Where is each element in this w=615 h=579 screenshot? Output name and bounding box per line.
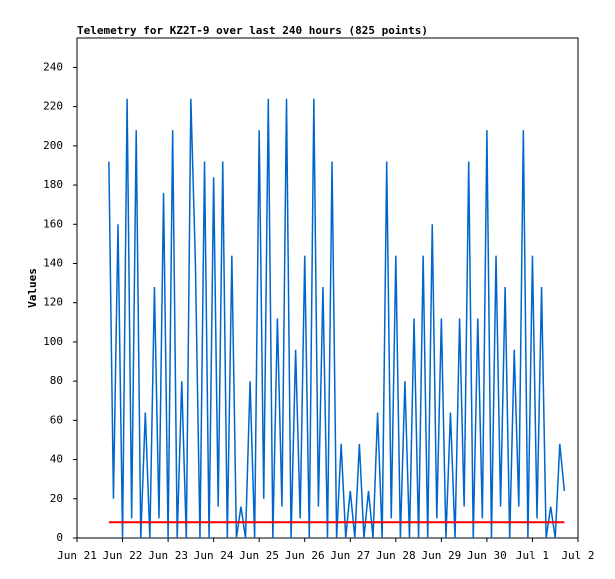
x-tick-label: Jun 21 (57, 549, 97, 562)
y-tick-label: 180 (43, 178, 63, 191)
y-tick-label: 200 (43, 139, 63, 152)
x-tick-label: Jun 30 (467, 549, 507, 562)
data-line (108, 98, 566, 539)
y-tick-label: 80 (50, 374, 63, 387)
chart-title: Telemetry for KZ2T-9 over last 240 hours… (77, 24, 428, 37)
y-tick-label: 40 (50, 453, 63, 466)
y-tick-label: 100 (43, 335, 63, 348)
y-tick-label: 0 (56, 531, 63, 544)
y-tick-label: 20 (50, 492, 63, 505)
x-tick-label: Jun 25 (239, 549, 279, 562)
x-tick-label: Jun 26 (285, 549, 325, 562)
x-tick-label: Jul 2 (561, 549, 594, 562)
x-tick-label: Jun 27 (330, 549, 370, 562)
x-tick-label: Jun 24 (194, 549, 234, 562)
x-tick-label: Jul 1 (516, 549, 549, 562)
y-tick-label: 140 (43, 256, 63, 269)
y-tick-label: 160 (43, 217, 63, 230)
x-tick-label: Jun 28 (376, 549, 416, 562)
x-tick-label: Jun 23 (148, 549, 188, 562)
y-tick-label: 60 (50, 413, 63, 426)
y-tick-label: 220 (43, 100, 63, 113)
y-tick-label: 240 (43, 60, 63, 73)
y-axis-label: Values (26, 268, 39, 308)
x-tick-label: Jun 29 (421, 549, 461, 562)
y-tick-label: 120 (43, 296, 63, 309)
x-tick-label: Jun 22 (103, 549, 143, 562)
